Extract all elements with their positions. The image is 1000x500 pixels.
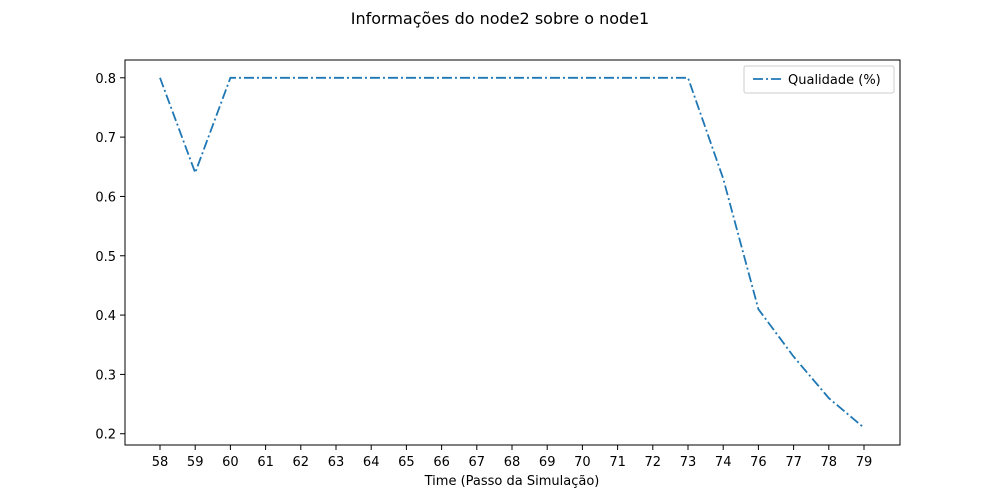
x-tick-label: 76 xyxy=(750,455,767,470)
x-tick-label: 58 xyxy=(152,455,169,470)
x-tick-label: 71 xyxy=(609,455,626,470)
x-tick-label: 70 xyxy=(574,455,591,470)
x-tick-label: 65 xyxy=(398,455,415,470)
plot-area xyxy=(124,59,901,446)
legend: Qualidade (%) xyxy=(743,65,895,94)
chart-title: Informações do node2 sobre o node1 xyxy=(351,9,649,28)
x-tick-label: 73 xyxy=(680,455,697,470)
x-tick-label: 61 xyxy=(257,455,274,470)
x-axis-ticks: 58 59 60 61 62 63 64 65 66 67 68 69 70 71 72 73 74 76 77 78… xyxy=(152,445,873,470)
y-tick-label: 0.3 xyxy=(95,368,116,383)
legend-label: Qualidade (%) xyxy=(788,73,881,88)
x-tick-label: 60 xyxy=(222,455,239,470)
x-tick-label: 78 xyxy=(821,455,838,470)
x-tick-label: 64 xyxy=(363,455,380,470)
x-tick-label: 67 xyxy=(469,455,486,470)
y-tick-label: 0.4 xyxy=(95,309,116,324)
x-tick-label: 74 xyxy=(715,455,732,470)
y-tick-label: 0.7 xyxy=(95,131,116,146)
x-tick-label: 69 xyxy=(539,455,556,470)
x-tick-label: 59 xyxy=(187,455,204,470)
y-tick-label: 0.8 xyxy=(95,72,116,87)
x-tick-label: 77 xyxy=(785,455,802,470)
x-tick-label: 79 xyxy=(856,455,873,470)
x-tick-label: 66 xyxy=(433,455,450,470)
x-tick-label: 63 xyxy=(328,455,345,470)
y-axis-ticks: 0.2 0.3 0.4 0.5 0.6 0.7 0.8 xyxy=(95,72,125,443)
x-tick-label: 72 xyxy=(645,455,662,470)
y-tick-label: 0.5 xyxy=(95,250,116,265)
x-tick-label: 62 xyxy=(293,455,310,470)
x-axis-label: Time (Passo da Simulação) xyxy=(424,474,600,489)
y-tick-label: 0.6 xyxy=(95,190,116,205)
legend-box xyxy=(743,65,895,94)
y-tick-label: 0.2 xyxy=(95,428,116,443)
x-tick-label: 68 xyxy=(504,455,521,470)
